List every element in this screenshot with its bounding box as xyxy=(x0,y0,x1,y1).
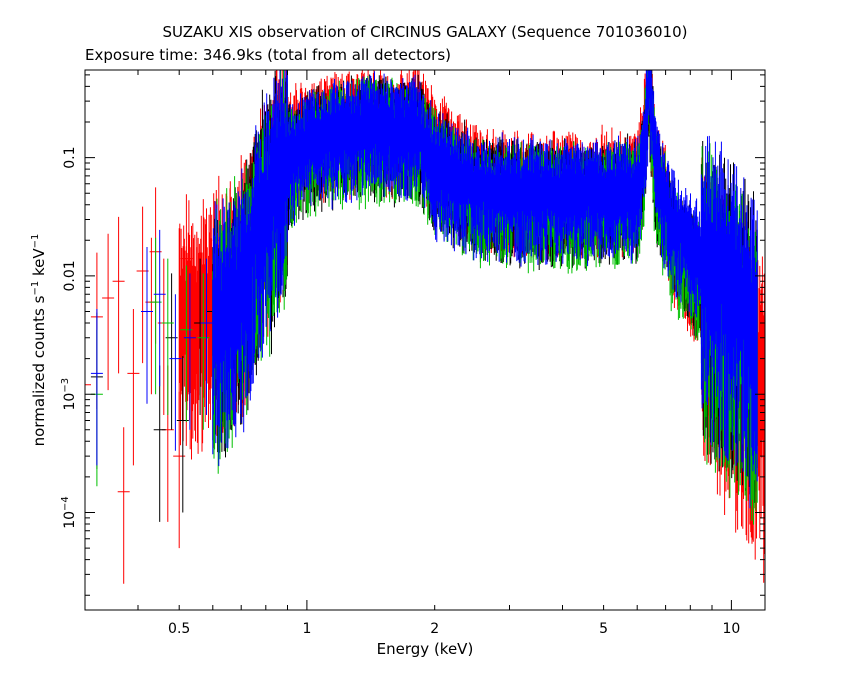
y-tick-exp-3: −4 xyxy=(60,496,71,511)
y-axis-label-sup2: −1 xyxy=(30,234,41,249)
x-axis-ticks xyxy=(84,70,732,610)
series-3 xyxy=(90,70,758,509)
y-axis-label-mid: keV xyxy=(30,248,48,281)
x-tick-label-4: 10 xyxy=(722,621,740,637)
chart-title: SUZAKU XIS observation of CIRCINUS GALAX… xyxy=(162,23,687,41)
x-tick-label-3: 5 xyxy=(599,621,608,637)
x-tick-label-0: 0.5 xyxy=(168,621,190,637)
series-3-error-bars xyxy=(212,70,758,509)
chart-subtitle: Exposure time: 346.9ks (total from all d… xyxy=(85,46,451,64)
plot-frame xyxy=(84,69,766,611)
y-axis-label-base: normalized counts s xyxy=(30,295,48,446)
x-tick-label-1: 1 xyxy=(302,621,311,637)
y-tick-label-2: 10−3 xyxy=(60,378,78,411)
y-tick-label-1: 0.01 xyxy=(62,260,78,291)
y-tick-base-3: 10 xyxy=(62,511,78,529)
y-axis-ticks xyxy=(85,74,765,596)
data-marks xyxy=(85,70,765,584)
x-axis-label: Energy (keV) xyxy=(377,640,474,658)
y-axis-label-sup1: −1 xyxy=(30,281,41,296)
y-axis-label: normalized counts s−1 keV−1 xyxy=(30,234,48,447)
y-tick-base-2: 10 xyxy=(62,393,78,411)
y-tick-label-3: 10−4 xyxy=(60,496,78,529)
x-tick-label-2: 2 xyxy=(430,621,439,637)
y-tick-label-0: 0.1 xyxy=(62,146,78,168)
y-tick-exp-2: −3 xyxy=(60,378,71,393)
plot-area xyxy=(85,70,765,584)
